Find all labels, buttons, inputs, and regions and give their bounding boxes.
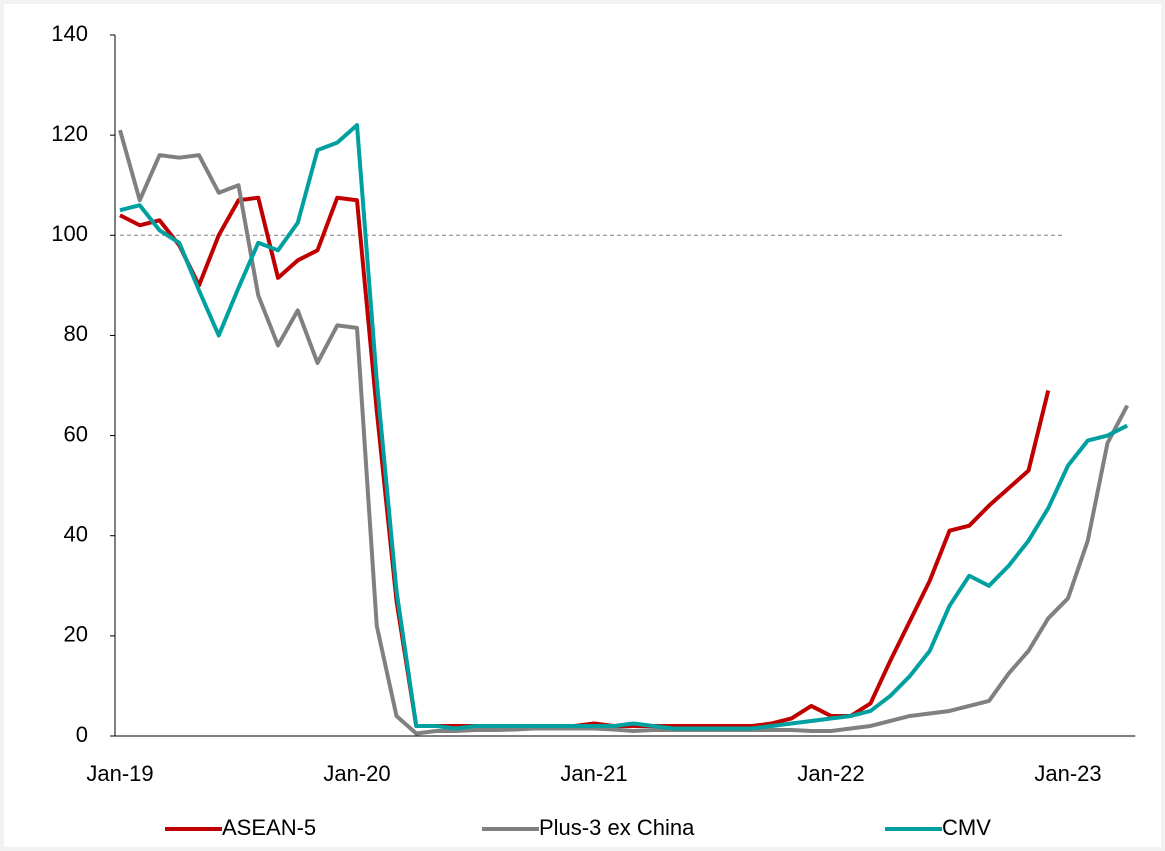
x-tick-label: Jan-22 [797, 761, 864, 786]
legend-label: CMV [942, 815, 991, 840]
y-tick-label: 80 [64, 321, 88, 346]
y-tick-label: 120 [51, 121, 88, 146]
x-tick-label: Jan-21 [560, 761, 627, 786]
chart-background [4, 4, 1161, 847]
y-tick-label: 0 [76, 722, 88, 747]
x-tick-label: Jan-20 [323, 761, 390, 786]
legend-label: ASEAN-5 [222, 815, 316, 840]
y-tick-label: 100 [51, 221, 88, 246]
x-tick-label: Jan-23 [1034, 761, 1101, 786]
y-tick-label: 40 [64, 522, 88, 547]
y-tick-label: 140 [51, 21, 88, 46]
x-tick-label: Jan-19 [86, 761, 153, 786]
y-tick-label: 60 [64, 421, 88, 446]
series-line [118, 129, 1130, 736]
legend-label: Plus-3 ex China [539, 815, 695, 840]
series-line [119, 123, 1129, 731]
y-tick-label: 20 [64, 622, 88, 647]
